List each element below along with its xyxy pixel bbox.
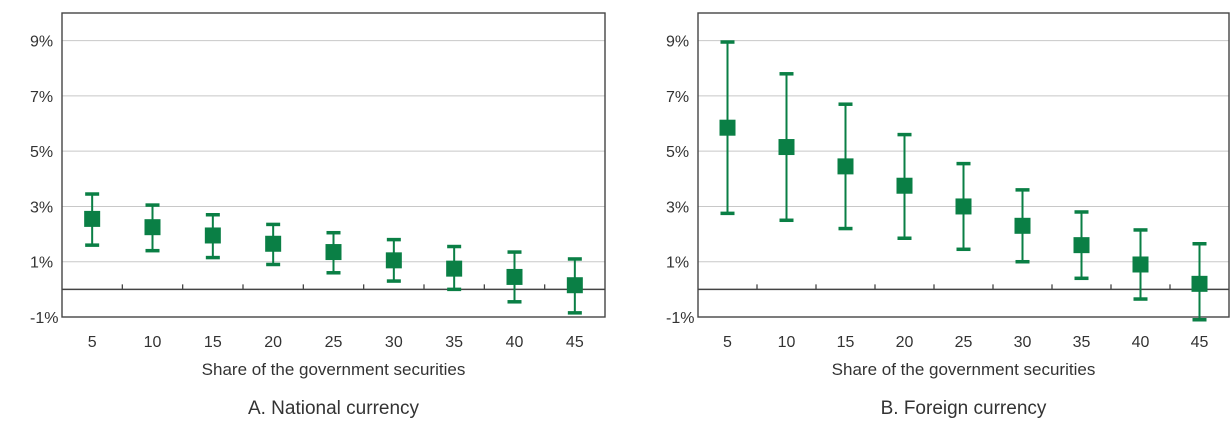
panel-b-xtick-label: 20	[896, 334, 914, 351]
panel-a-xtick-label: 30	[385, 334, 403, 351]
panel-b-point-marker	[896, 177, 913, 194]
panel-a-plot-frame	[61, 12, 606, 318]
panel-a-point-marker	[325, 244, 342, 261]
panel-b-ytick-label: 1%	[666, 255, 689, 272]
panel-b-point-marker	[955, 198, 972, 215]
panel-b-ytick-label: 7%	[666, 89, 689, 106]
panel-a-point-marker	[446, 260, 463, 277]
panel-b-xtick-label: 30	[1014, 334, 1032, 351]
panel-b-point-marker	[1073, 237, 1090, 254]
panel-b-ytick-label: -1%	[666, 310, 694, 327]
panel-b-point-marker	[778, 139, 795, 156]
panel-a-xtick-label: 5	[88, 334, 97, 351]
panel-b-plot-frame	[697, 12, 1230, 318]
panel-a-ytick-label: 5%	[30, 144, 53, 161]
panel-b-xtick-label: 35	[1073, 334, 1091, 351]
panel-b-xtick-label: 40	[1132, 334, 1150, 351]
panel-b-xaxis-title: Share of the government securities	[832, 360, 1096, 379]
panel-a-ytick-label: 3%	[30, 199, 53, 216]
panel-a-point-marker	[265, 235, 282, 252]
panel-a-point-marker	[385, 252, 402, 269]
panel-a-ytick-label: 9%	[30, 34, 53, 51]
panel-a-point-marker	[144, 219, 161, 236]
panel-b-point-marker	[1014, 217, 1031, 234]
panel-b-xtick-label: 45	[1191, 334, 1209, 351]
panel-b-ytick-label: 3%	[666, 199, 689, 216]
panel-b-ytick-label: 5%	[666, 144, 689, 161]
panel-a-xtick-label: 10	[144, 334, 162, 351]
panel-b-xtick-label: 10	[778, 334, 796, 351]
panel-a-xtick-label: 45	[566, 334, 584, 351]
panel-a-xtick-label: 15	[204, 334, 222, 351]
panel-a-xtick-label: 40	[506, 334, 524, 351]
panel-a-point-marker	[84, 210, 101, 227]
panel-a-ytick-label: 1%	[30, 255, 53, 272]
panel-b-point-marker	[837, 158, 854, 175]
panel-b-ytick-label: 9%	[666, 34, 689, 51]
panel-a-title: A. National currency	[248, 398, 420, 419]
panel-a-point-marker	[204, 227, 221, 244]
panel-b-xtick-label: 5	[723, 334, 732, 351]
panel-b-xtick-label: 25	[955, 334, 973, 351]
panel-b-point-marker	[719, 119, 736, 136]
panel-a-ytick-label: 7%	[30, 89, 53, 106]
panel-a-point-marker	[566, 277, 583, 294]
panel-b-point-marker	[1132, 256, 1149, 273]
panel-b-point-marker	[1191, 275, 1208, 292]
panel-a-xaxis-title: Share of the government securities	[202, 360, 466, 379]
panel-a-point-marker	[506, 268, 523, 285]
panel-b-title: B. Foreign currency	[881, 398, 1047, 419]
panel-b-xtick-label: 15	[837, 334, 855, 351]
panel-a-xtick-label: 35	[445, 334, 463, 351]
panel-a-xtick-label: 25	[325, 334, 343, 351]
panel-a-ytick-label: -1%	[30, 310, 58, 327]
panel-a-xtick-label: 20	[264, 334, 282, 351]
